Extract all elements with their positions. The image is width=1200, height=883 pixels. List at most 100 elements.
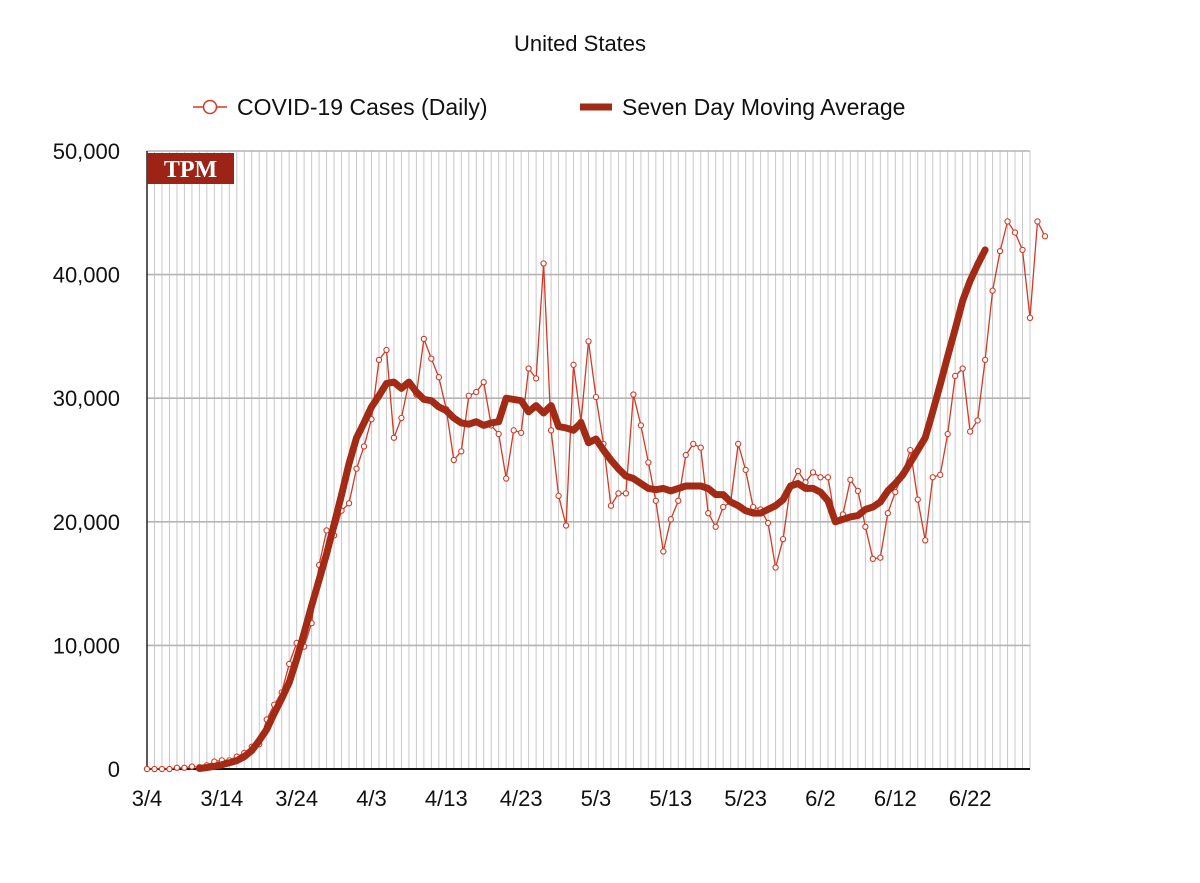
daily-case-point (390, 434, 398, 441)
daily-case-point (712, 523, 719, 530)
moving-average-line (195, 246, 989, 772)
daily-case-point (158, 765, 166, 773)
daily-case-point (518, 429, 525, 436)
y-tick-label: 0 (108, 757, 120, 782)
daily-case-point (398, 414, 405, 422)
daily-case-point (854, 487, 862, 495)
y-tick-label: 50,000 (53, 139, 120, 164)
legend-daily-label: COVID-19 Cases (Daily) (237, 94, 488, 120)
daily-case-point (996, 247, 1004, 255)
x-tick-label: 3/4 (132, 786, 163, 811)
tpm-logo: TPM (147, 153, 234, 184)
y-tick-label: 10,000 (53, 633, 120, 658)
y-tick-label: 30,000 (53, 386, 120, 411)
daily-case-point (173, 764, 181, 771)
daily-case-point (667, 516, 674, 523)
daily-case-point (465, 392, 472, 399)
daily-case-point (458, 448, 465, 455)
x-tick-label: 4/23 (500, 786, 543, 811)
daily-case-point (817, 474, 824, 481)
daily-case-point (435, 374, 442, 381)
x-tick-label: 4/13 (425, 786, 468, 811)
daily-case-point (645, 459, 652, 466)
daily-case-point (922, 537, 929, 544)
daily-case-point (503, 475, 510, 482)
daily-case-point (824, 474, 832, 481)
daily-case-point (383, 346, 390, 354)
chart-title: United States (514, 31, 646, 56)
x-tick-label: 3/14 (200, 786, 243, 811)
daily-case-point (607, 502, 615, 509)
daily-case-point (1019, 246, 1026, 254)
daily-case-point (884, 509, 891, 517)
daily-case-point (907, 446, 914, 454)
x-tick-label: 6/2 (805, 786, 836, 811)
daily-case-point (944, 430, 951, 438)
daily-case-point (862, 523, 869, 530)
daily-case-point (794, 467, 802, 475)
daily-case-point (450, 456, 457, 464)
daily-case-point (637, 422, 645, 429)
daily-case-point (749, 503, 757, 511)
daily-case-point (473, 388, 480, 396)
y-tick-label: 40,000 (53, 263, 120, 288)
daily-case-point (959, 365, 966, 372)
daily-case-point (525, 365, 532, 372)
daily-case-point (660, 548, 667, 555)
daily-case-point (622, 490, 630, 497)
x-tick-label: 5/23 (724, 786, 767, 811)
legend: COVID-19 Cases (Daily) Seven Day Moving … (193, 94, 905, 120)
daily-case-point (166, 765, 173, 773)
x-tick-label: 5/3 (581, 786, 612, 811)
chart-grid (146, 150, 1031, 770)
daily-case-point (615, 490, 622, 497)
daily-case-point (495, 430, 502, 438)
daily-case-point (532, 375, 540, 382)
daily-case-point (772, 564, 779, 571)
daily-case-point (188, 763, 196, 770)
x-tick-label: 6/22 (949, 786, 992, 811)
daily-case-point (360, 443, 368, 450)
daily-case-point (847, 476, 854, 483)
daily-case-point (682, 451, 689, 459)
chart-axes: 0 10,000 20,000 30,000 40,000 50,000 3/4 3/14 3/… (53, 139, 1030, 811)
daily-case-point (914, 496, 921, 503)
daily-case-point (562, 522, 570, 529)
y-tick-label: 20,000 (53, 510, 120, 535)
daily-case-point (877, 554, 884, 561)
daily-case-point (1011, 229, 1019, 236)
daily-case-point (630, 391, 637, 398)
x-tick-label: 4/3 (356, 786, 387, 811)
daily-case-point (592, 393, 600, 401)
daily-case-point (952, 372, 959, 380)
daily-case-point (480, 378, 487, 386)
daily-case-point (675, 497, 682, 504)
daily-case-point (735, 440, 742, 448)
daily-case-point (697, 444, 704, 451)
daily-case-point (764, 519, 772, 527)
daily-case-point (705, 509, 712, 517)
daily-case-point (929, 474, 936, 481)
daily-case-point (966, 428, 974, 435)
tpm-logo-badge (147, 153, 234, 184)
daily-case-point (869, 555, 877, 563)
daily-case-point (375, 356, 383, 364)
daily-case-point (510, 427, 517, 434)
x-tick-label: 3/24 (275, 786, 318, 811)
daily-case-point (323, 527, 330, 534)
daily-case-point (937, 471, 944, 478)
x-tick-label: 6/12 (874, 786, 917, 811)
daily-case-point (555, 492, 562, 499)
legend-daily-marker (202, 99, 218, 115)
daily-case-point (420, 335, 428, 343)
daily-case-point (652, 497, 659, 504)
daily-case-point (1026, 314, 1034, 322)
daily-case-point (547, 427, 555, 434)
daily-case-point (720, 503, 727, 511)
daily-case-point (181, 764, 188, 771)
daily-case-point (974, 417, 981, 424)
daily-case-point (779, 535, 787, 543)
x-tick-label: 5/13 (649, 786, 692, 811)
tpm-logo-text: TPM (164, 157, 217, 183)
series-seven-day-average (195, 246, 989, 772)
